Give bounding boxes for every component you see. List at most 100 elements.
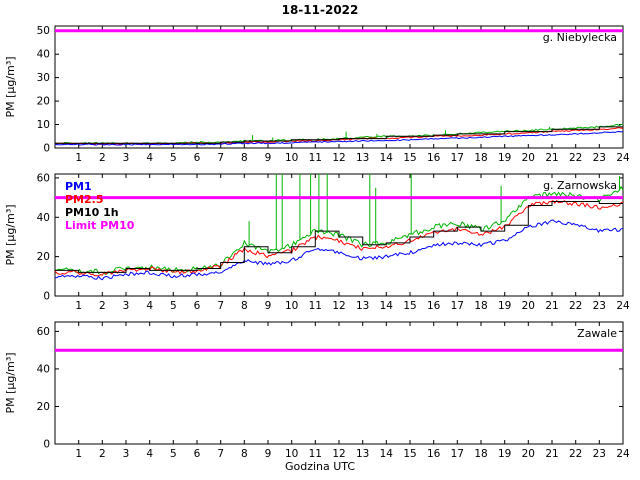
svg-text:4: 4 [146,300,153,312]
svg-text:13: 13 [356,152,369,164]
svg-text:14: 14 [380,300,394,312]
svg-text:9: 9 [265,448,272,460]
svg-text:11: 11 [309,300,322,312]
svg-text:14: 14 [380,152,394,164]
svg-text:12: 12 [332,152,345,164]
svg-text:PM10 1h: PM10 1h [65,206,119,219]
svg-text:5: 5 [170,152,177,164]
chart-title: 18-11-2022 [281,3,359,17]
svg-text:50: 50 [37,25,50,37]
svg-text:23: 23 [593,300,606,312]
svg-text:17: 17 [451,152,464,164]
svg-text:17: 17 [451,448,464,460]
svg-text:PM [µg/m³]: PM [µg/m³] [4,204,17,265]
svg-text:12: 12 [332,300,345,312]
svg-text:15: 15 [403,152,416,164]
svg-text:18: 18 [474,152,487,164]
svg-text:8: 8 [241,152,248,164]
svg-text:10: 10 [285,152,298,164]
svg-text:Zawale: Zawale [577,327,617,340]
svg-text:10: 10 [285,448,298,460]
svg-text:2: 2 [99,448,106,460]
svg-text:1: 1 [75,448,82,460]
svg-text:19: 19 [498,300,511,312]
svg-text:1: 1 [75,300,82,312]
svg-text:10: 10 [37,119,50,131]
svg-text:3: 3 [123,448,130,460]
svg-text:20: 20 [522,300,535,312]
svg-text:PM1: PM1 [65,180,92,193]
svg-text:18: 18 [474,300,487,312]
svg-text:24: 24 [616,448,630,460]
svg-text:0: 0 [43,291,50,303]
svg-text:PM [µg/m³]: PM [µg/m³] [4,352,17,413]
svg-text:16: 16 [427,152,441,164]
svg-text:12: 12 [332,448,345,460]
svg-text:60: 60 [37,172,50,184]
svg-text:11: 11 [309,448,322,460]
svg-text:g. Zarnowska: g. Zarnowska [543,179,617,192]
svg-text:10: 10 [285,300,298,312]
svg-text:20: 20 [37,401,50,413]
svg-text:15: 15 [403,448,416,460]
chart-niebylecka: 1 2 3 4 5 6 7 8 9 10 11 12 13 14 15 16 17 18 19 20 21 22 23 240… [4,25,630,164]
svg-text:20: 20 [37,96,50,108]
svg-text:60: 60 [37,326,50,338]
svg-text:16: 16 [427,300,441,312]
svg-text:20: 20 [522,152,535,164]
svg-text:6: 6 [194,448,201,460]
svg-text:13: 13 [356,448,369,460]
svg-text:24: 24 [616,300,630,312]
svg-text:g. Niebylecka: g. Niebylecka [543,31,617,44]
svg-text:4: 4 [146,152,153,164]
svg-text:5: 5 [170,448,177,460]
svg-text:18: 18 [474,448,487,460]
svg-text:8: 8 [241,448,248,460]
svg-text:7: 7 [217,448,224,460]
svg-text:1: 1 [75,152,82,164]
x-axis-label: Godzina UTC [284,460,356,473]
svg-text:11: 11 [309,152,322,164]
svg-text:PM [µg/m³]: PM [µg/m³] [4,56,17,117]
svg-text:40: 40 [37,363,50,375]
svg-text:21: 21 [545,448,558,460]
svg-text:7: 7 [217,152,224,164]
svg-text:8: 8 [241,300,248,312]
svg-text:13: 13 [356,300,369,312]
svg-text:5: 5 [170,300,177,312]
svg-text:16: 16 [427,448,441,460]
chart-zarnowska: 1 2 3 4 5 6 7 8 9 10 11 12 13 14 15 16 17 18 19 20 21 22 23 240… [4,172,630,312]
svg-text:22: 22 [569,448,582,460]
svg-text:22: 22 [569,152,582,164]
svg-text:14: 14 [380,448,394,460]
svg-text:0: 0 [43,143,50,155]
svg-text:17: 17 [451,300,464,312]
svg-text:PM2.5: PM2.5 [65,193,104,206]
svg-text:22: 22 [569,300,582,312]
svg-text:23: 23 [593,152,606,164]
svg-text:3: 3 [123,300,130,312]
svg-text:4: 4 [146,448,153,460]
svg-text:9: 9 [265,152,272,164]
svg-text:21: 21 [545,300,558,312]
svg-text:2: 2 [99,300,106,312]
svg-text:20: 20 [522,448,535,460]
svg-text:2: 2 [99,152,106,164]
svg-text:0: 0 [43,439,50,451]
svg-text:30: 30 [37,72,50,84]
svg-text:19: 19 [498,152,511,164]
svg-text:40: 40 [37,212,50,224]
svg-text:Limit PM10: Limit PM10 [65,219,135,232]
svg-text:21: 21 [545,152,558,164]
svg-text:20: 20 [37,251,50,263]
svg-text:24: 24 [616,152,630,164]
svg-text:15: 15 [403,300,416,312]
svg-text:6: 6 [194,152,201,164]
svg-text:23: 23 [593,448,606,460]
svg-text:7: 7 [217,300,224,312]
svg-text:40: 40 [37,49,50,61]
svg-text:9: 9 [265,300,272,312]
svg-text:6: 6 [194,300,201,312]
chart-zawale: 1 2 3 4 5 6 7 8 9 10 11 12 13 14 15 16 17 18 19 20 21 22 23 240… [4,321,630,460]
